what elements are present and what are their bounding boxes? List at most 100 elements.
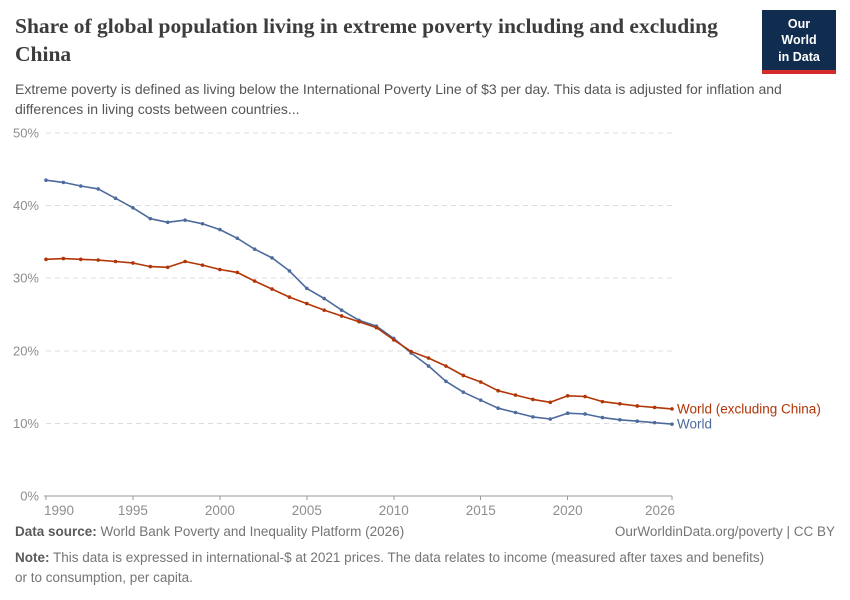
data-point-world <box>61 180 66 185</box>
x-axis-tick-label: 2010 <box>379 503 409 518</box>
data-point-world-excluding-china <box>374 325 379 330</box>
data-point-world <box>461 390 466 394</box>
data-point-world <box>339 308 344 312</box>
data-point-world-excluding-china <box>409 349 413 354</box>
data-point-world-excluding-china <box>635 404 640 408</box>
y-axis-tick-label: 20% <box>13 343 39 358</box>
y-axis-tick-label: 10% <box>13 416 39 431</box>
data-point-world <box>600 415 605 420</box>
data-point-world-excluding-china <box>600 399 605 404</box>
note-text: This data is expressed in international-… <box>15 550 765 586</box>
data-point-world <box>235 236 240 241</box>
chart-header: Share of global population living in ext… <box>15 12 835 119</box>
data-point-world-excluding-china <box>44 257 48 262</box>
series-end-label-world-excluding-china[interactable]: World (excluding China) <box>677 401 821 416</box>
data-point-world <box>252 247 257 251</box>
data-point-world <box>305 286 309 291</box>
x-axis-tick-label: 1990 <box>44 503 74 518</box>
page-title: Share of global population living in ext… <box>15 14 718 67</box>
data-point-world <box>513 410 518 415</box>
owid-logo-line2: in Data <box>778 49 820 64</box>
data-point-world-excluding-china <box>270 287 274 291</box>
data-point-world <box>96 187 100 191</box>
owid-logo-line1: Our World <box>781 17 817 48</box>
data-point-world-excluding-china <box>426 356 431 360</box>
data-point-world <box>531 415 535 419</box>
data-point-world <box>652 420 657 425</box>
x-axis-tick-label: 2020 <box>553 503 583 518</box>
data-point-world <box>44 178 48 182</box>
data-point-world-excluding-china <box>252 279 257 283</box>
x-axis-tick-label: 2000 <box>205 503 235 518</box>
data-point-world-excluding-china <box>461 373 466 378</box>
data-point-world <box>548 417 553 421</box>
data-point-world-excluding-china <box>131 261 135 265</box>
data-source: Data source: World Bank Poverty and Ineq… <box>15 524 404 539</box>
y-axis-tick-label: 0% <box>20 489 39 504</box>
x-axis-tick-label: 2005 <box>292 503 322 518</box>
data-point-world <box>78 184 83 188</box>
data-point-world-excluding-china <box>148 264 153 269</box>
data-point-world-excluding-china <box>78 257 83 262</box>
series-line-world-excluding-china[interactable] <box>45 257 673 410</box>
data-point-world-excluding-china <box>165 265 170 270</box>
data-point-world-excluding-china <box>96 258 100 262</box>
series-end-label-world[interactable]: World <box>677 417 712 432</box>
data-point-world-excluding-china <box>565 394 570 398</box>
data-point-world-excluding-china <box>531 397 535 402</box>
data-point-world-excluding-china <box>235 270 240 275</box>
data-point-world <box>444 379 448 384</box>
data-point-world-excluding-china <box>583 394 587 399</box>
data-point-world <box>287 269 292 273</box>
data-point-world-excluding-china <box>61 256 66 261</box>
data-point-world <box>200 221 205 226</box>
data-point-world-excluding-china <box>391 338 396 342</box>
y-axis-tick-label: 50% <box>13 126 39 141</box>
data-point-world <box>218 227 222 232</box>
data-point-world-excluding-china <box>183 259 187 264</box>
chart-footer: Data source: World Bank Poverty and Ineq… <box>15 524 835 589</box>
chart-subtitle: Extreme poverty is defined as living bel… <box>15 80 782 118</box>
data-point-world-excluding-china <box>652 405 657 410</box>
x-axis-tick-label: 1995 <box>118 503 148 518</box>
data-point-world-excluding-china <box>339 314 344 318</box>
data-source-label: Data source: <box>15 524 97 539</box>
attribution-link[interactable]: OurWorldinData.org/poverty | CC BY <box>614 524 835 539</box>
series-line-world[interactable] <box>45 179 673 425</box>
x-axis-tick-label: 2026 <box>645 503 675 518</box>
data-point-world-excluding-china <box>670 407 674 411</box>
data-point-world <box>165 220 170 225</box>
data-point-world <box>635 419 640 424</box>
data-point-world <box>565 411 570 416</box>
data-point-world-excluding-china <box>218 267 222 272</box>
data-point-world-excluding-china <box>444 364 448 368</box>
data-point-world-excluding-china <box>305 301 309 306</box>
y-axis-tick-label: 30% <box>13 271 39 286</box>
data-point-world <box>426 364 431 368</box>
chart-note: Note: This data is expressed in internat… <box>15 548 777 589</box>
note-label: Note: <box>15 550 50 565</box>
data-point-world-excluding-china <box>200 263 205 267</box>
data-point-world-excluding-china <box>513 393 518 397</box>
data-point-world-excluding-china <box>113 259 118 264</box>
x-axis-tick-label: 2015 <box>466 503 496 518</box>
data-point-world <box>583 412 587 416</box>
data-point-world <box>618 417 622 422</box>
data-point-world <box>183 218 187 222</box>
data-point-world <box>478 398 483 402</box>
data-point-world <box>131 205 135 210</box>
data-point-world-excluding-china <box>478 380 483 384</box>
line-chart-canvas[interactable]: 0% 10% 20% 30% 40% 50% 1990 1995 2000 2005 2010 201… <box>0 118 850 530</box>
data-point-world-excluding-china <box>287 295 292 299</box>
data-point-world-excluding-china <box>322 308 327 312</box>
data-point-world-excluding-china <box>496 388 500 393</box>
data-point-world <box>322 296 327 301</box>
data-point-world-excluding-china <box>618 401 622 406</box>
data-point-world <box>113 196 118 201</box>
data-point-world <box>148 216 153 221</box>
data-source-text: World Bank Poverty and Inequality Platfo… <box>96 524 405 539</box>
data-point-world-excluding-china <box>548 400 553 405</box>
data-point-world <box>670 422 674 426</box>
owid-logo[interactable]: Our World in Data <box>762 10 836 74</box>
y-axis-tick-label: 40% <box>13 198 39 213</box>
